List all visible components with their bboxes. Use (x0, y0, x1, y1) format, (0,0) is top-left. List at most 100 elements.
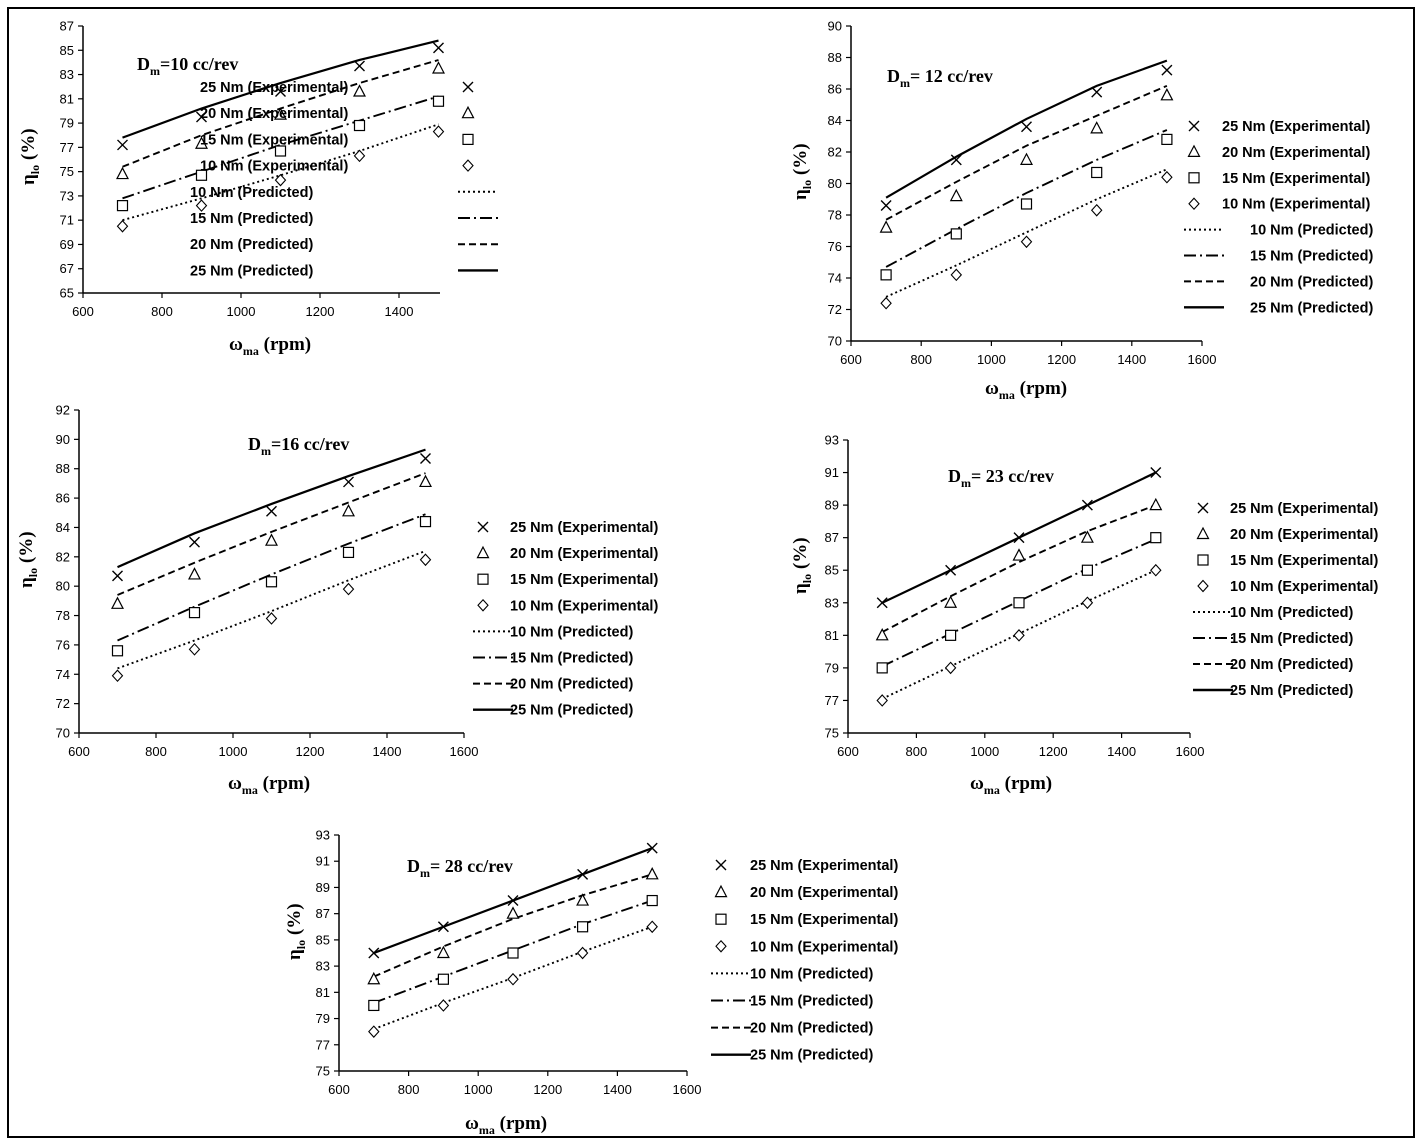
legend-marker-diamond (1188, 197, 1200, 211)
legend-marker-diamond (715, 939, 727, 953)
data-point-x (275, 86, 286, 98)
y-tick-label: 83 (825, 595, 839, 610)
y-tick-label: 70 (828, 334, 842, 349)
x-tick-label: 1600 (1176, 744, 1205, 759)
x-tick-label: 800 (910, 352, 932, 367)
data-point-triangle (1090, 121, 1104, 134)
data-point-triangle (274, 107, 287, 120)
x-tick-label: 1400 (373, 744, 402, 759)
y-tick-label: 93 (825, 433, 839, 448)
data-point-x (1081, 499, 1093, 511)
data-point-x (1150, 467, 1162, 479)
legend-label: 20 Nm (Predicted) (750, 1021, 873, 1037)
data-point-triangle (1160, 88, 1174, 101)
y-tick-label: 82 (828, 145, 842, 160)
legend-label: 15 Nm (Predicted) (750, 994, 873, 1010)
data-point-triangle (645, 867, 659, 880)
data-point-diamond (1081, 596, 1094, 610)
legend-marker-triangle (714, 884, 728, 898)
y-axis-label: ηlo (%) (790, 537, 814, 594)
data-point-x (368, 947, 380, 959)
y-tick-label: 89 (316, 880, 330, 895)
data-point-diamond (950, 268, 963, 282)
data-point-diamond (195, 199, 208, 212)
legend-label: 20 Nm (Experimental) (200, 106, 348, 122)
y-tick-label: 71 (60, 213, 74, 228)
legend-marker-square (715, 913, 727, 925)
legend-marker-x (715, 859, 727, 871)
legend-marker-x (1188, 120, 1200, 132)
data-point-x (433, 42, 444, 54)
y-tick-label: 80 (828, 176, 842, 191)
legend-label: 25 Nm (Predicted) (1250, 300, 1373, 316)
series-line-10-nm-predicted- (885, 168, 1168, 298)
data-point-diamond (353, 149, 366, 163)
data-point-triangle (1080, 530, 1094, 543)
series-line-20-nm-predicted- (373, 873, 653, 978)
data-point-square (1091, 166, 1103, 179)
data-point-triangle (506, 906, 520, 919)
legend-label: 10 Nm (Experimental) (1230, 579, 1378, 595)
data-point-diamond (880, 296, 892, 310)
legend-label: 10 Nm (Experimental) (200, 159, 348, 175)
y-tick-label: 77 (316, 1037, 330, 1052)
x-axis-label: ωma (rpm) (228, 773, 310, 797)
data-point-triangle (949, 188, 963, 202)
data-point-triangle (342, 504, 355, 517)
legend-marker-diamond (477, 598, 489, 612)
series-line-15-nm-predicted- (885, 129, 1168, 268)
legend-label: 20 Nm (Experimental) (1230, 527, 1378, 543)
data-point-square (111, 645, 124, 657)
y-tick-label: 84 (828, 113, 842, 128)
y-tick-label: 90 (828, 19, 842, 34)
data-point-x (945, 564, 957, 576)
legend-marker-triangle (1196, 526, 1210, 540)
x-tick-label: 1000 (970, 744, 999, 759)
y-tick-label: 65 (60, 286, 74, 301)
x-axis-label: ωma (rpm) (985, 378, 1067, 402)
data-point-x (950, 154, 962, 166)
series-line-25-nm-predicted- (885, 59, 1168, 199)
legend-label: 25 Nm (Predicted) (510, 703, 633, 719)
y-tick-label: 83 (316, 959, 330, 974)
data-point-square (353, 119, 366, 132)
x-tick-label: 600 (840, 352, 862, 367)
legend-label: 20 Nm (Experimental) (510, 546, 658, 562)
x-axis-label: ωma (rpm) (465, 1113, 547, 1137)
y-tick-label: 78 (828, 208, 842, 223)
data-point-diamond (1020, 235, 1033, 249)
data-point-triangle (944, 595, 958, 608)
data-point-x (343, 476, 354, 488)
legend-label: 25 Nm (Predicted) (1230, 683, 1353, 699)
legend-marker-square (1188, 172, 1200, 184)
legend-label: 25 Nm (Experimental) (200, 80, 348, 96)
y-tick-label: 72 (56, 696, 70, 711)
x-tick-label: 1000 (227, 304, 256, 319)
data-point-triangle (436, 945, 450, 959)
data-point-diamond (507, 972, 519, 986)
data-point-diamond (1161, 170, 1173, 184)
series-line-25-nm-predicted- (122, 39, 439, 139)
y-tick-label: 74 (56, 667, 70, 682)
legend-label: 10 Nm (Experimental) (1222, 197, 1370, 213)
legend-label: 20 Nm (Experimental) (750, 885, 898, 901)
y-tick-label: 88 (828, 50, 842, 65)
legend-label: 20 Nm (Predicted) (1250, 274, 1373, 290)
data-point-square (1161, 133, 1173, 145)
y-tick-label: 72 (828, 302, 842, 317)
legend-label: 10 Nm (Predicted) (1250, 223, 1373, 239)
figure-border (7, 7, 1415, 1138)
data-point-square (576, 921, 589, 933)
legend-marker-diamond (1197, 579, 1209, 593)
legend-marker-triangle (461, 105, 475, 119)
data-point-triangle (432, 61, 445, 74)
data-point-triangle (195, 136, 208, 149)
y-tick-label: 87 (825, 530, 839, 545)
series-line-20-nm-predicted- (117, 472, 426, 596)
data-point-x (196, 111, 207, 123)
data-point-x (420, 452, 431, 464)
y-axis-label: ηlo (%) (284, 903, 308, 960)
data-point-x (117, 139, 128, 151)
y-tick-label: 79 (316, 1011, 330, 1026)
y-tick-label: 76 (828, 239, 842, 254)
